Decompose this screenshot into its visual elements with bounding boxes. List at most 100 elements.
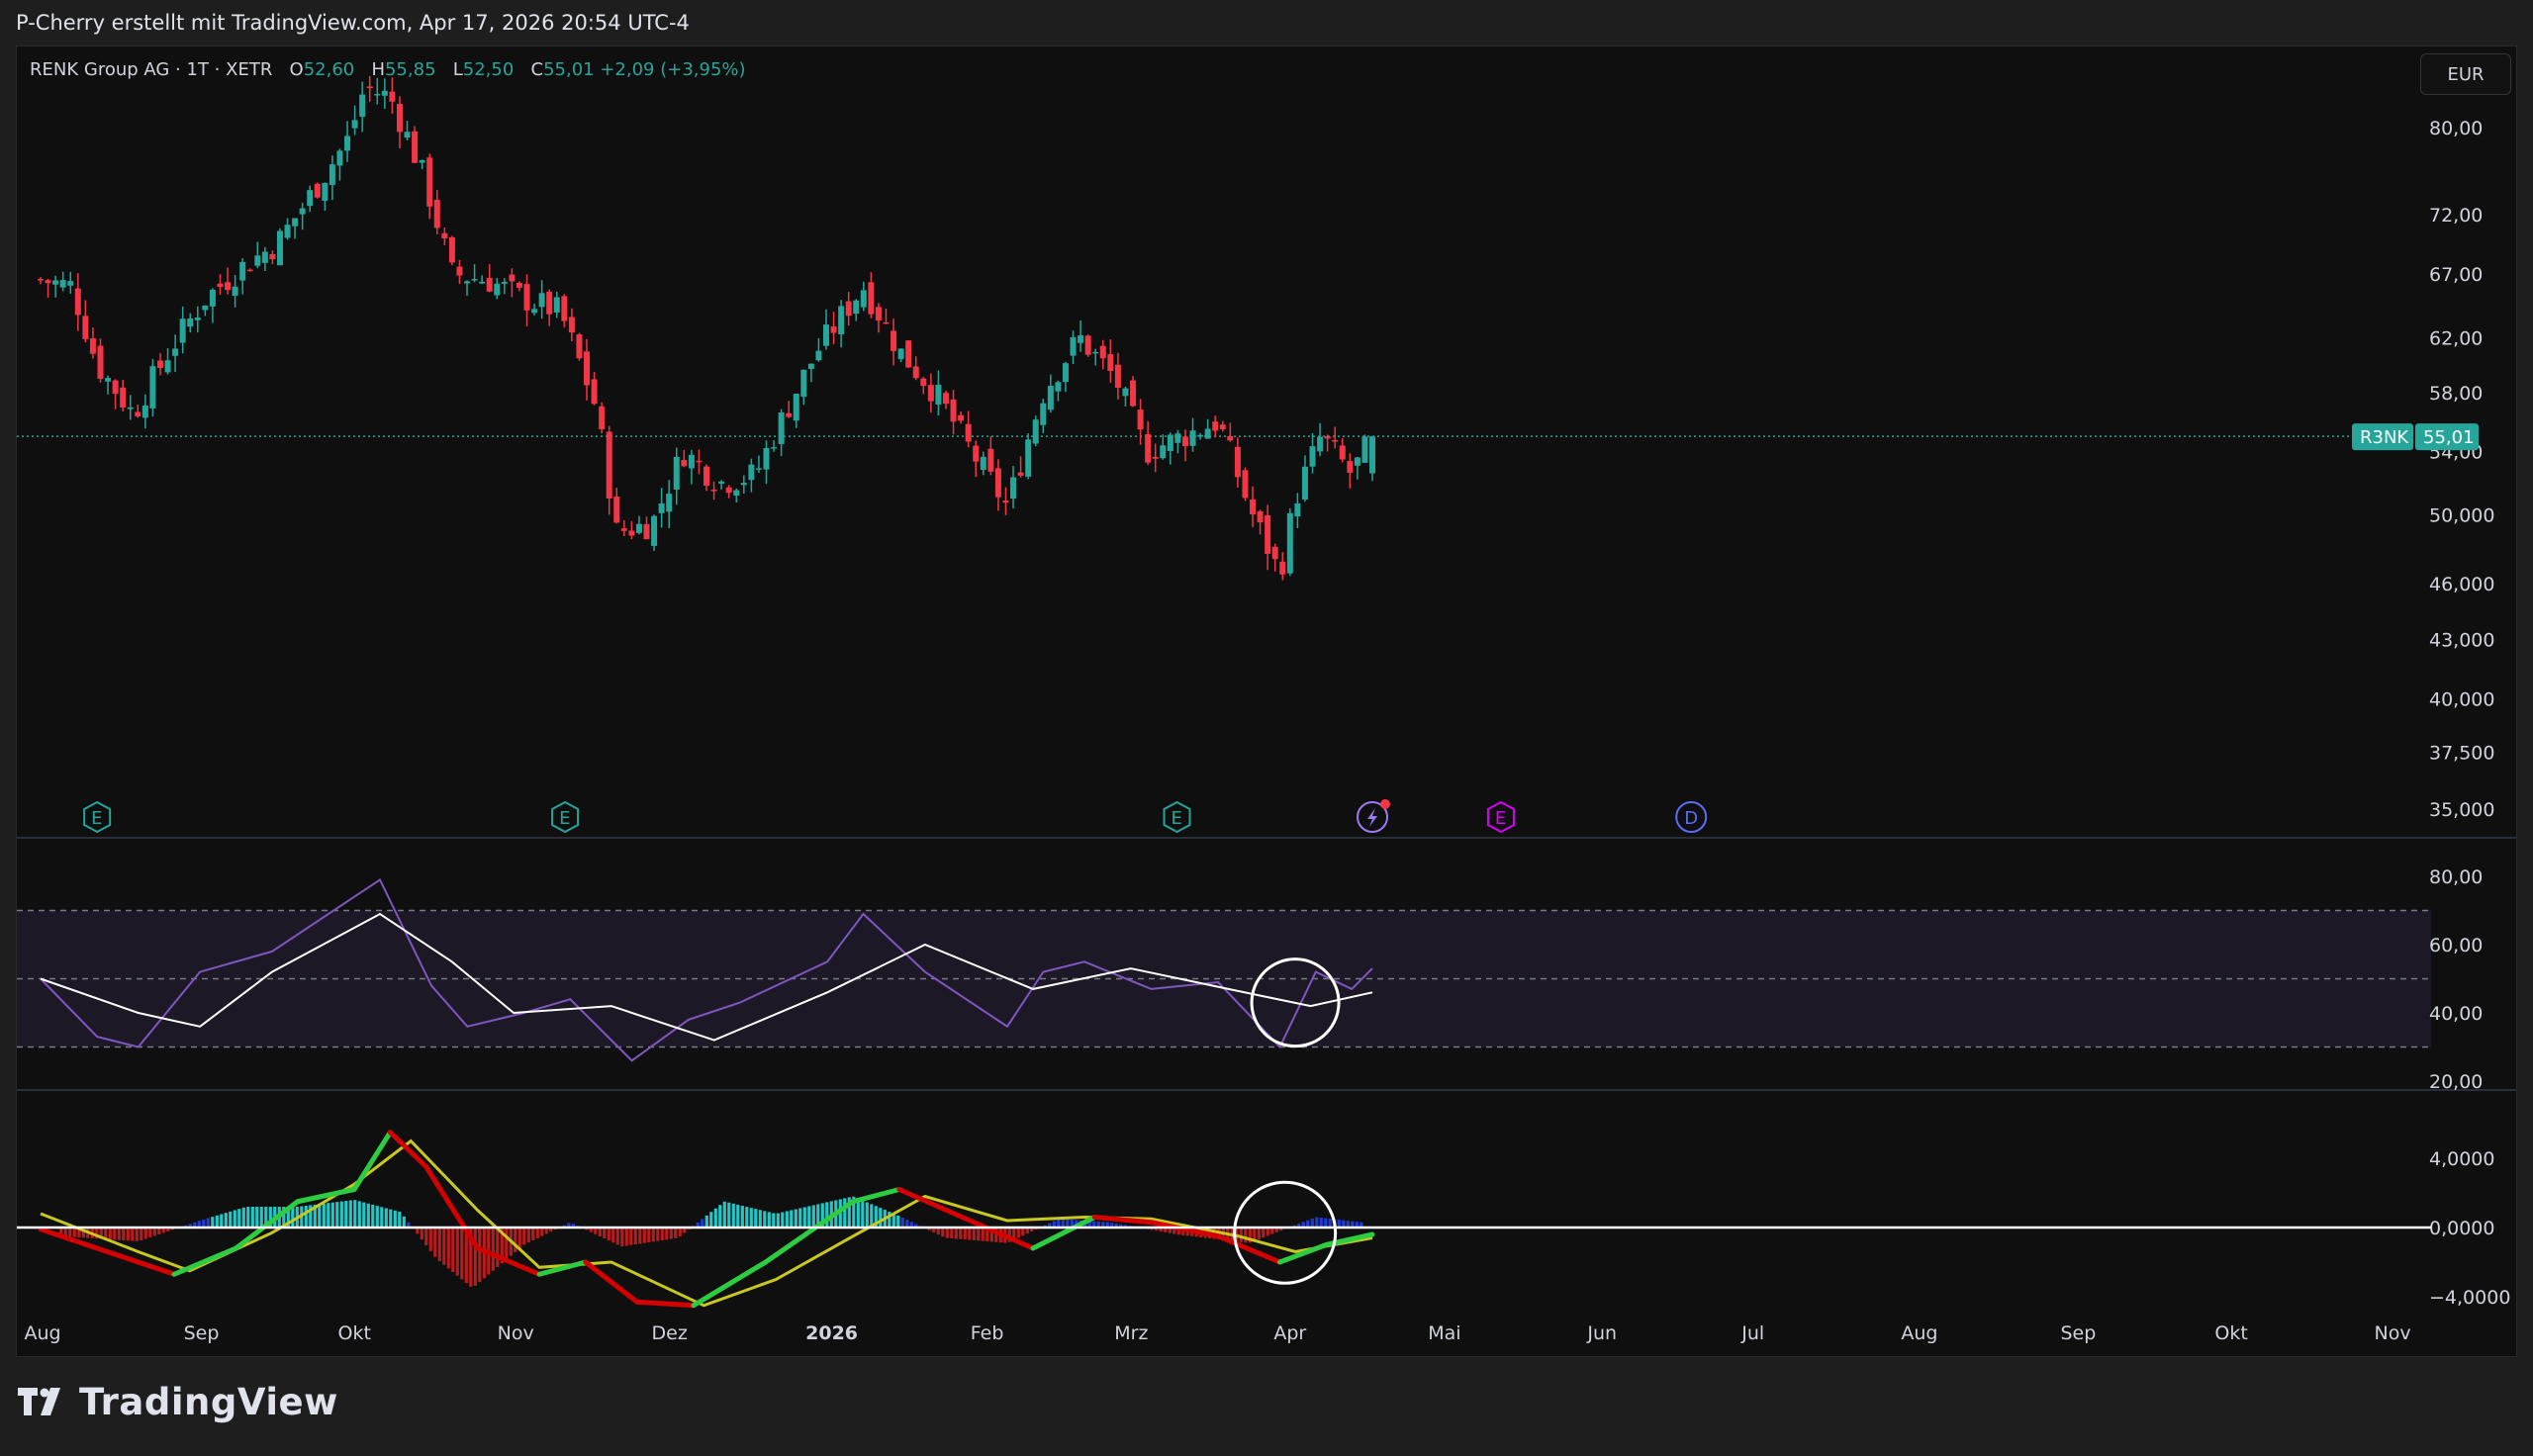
ticker-badge <box>2352 423 2413 451</box>
candle-body <box>217 283 224 288</box>
macd-signal-line <box>40 1138 1373 1308</box>
candle-body <box>912 366 919 379</box>
candle-body <box>1002 500 1009 503</box>
macd-histogram-bar <box>1168 1228 1172 1233</box>
tradingview-wordmark: TradingView <box>79 1381 338 1423</box>
macd-histogram-bar <box>847 1197 851 1228</box>
macd-line <box>351 1130 393 1192</box>
candle-body <box>225 282 232 291</box>
macd-histogram-bar <box>888 1211 891 1228</box>
macd-histogram-bar <box>1351 1221 1355 1228</box>
candle-body <box>1070 336 1077 356</box>
candle-body <box>254 255 261 266</box>
legend-symbol: RENK Group AG · 1T · XETR <box>30 59 273 80</box>
macd-histogram-bar <box>825 1202 829 1228</box>
candle-body <box>1250 499 1257 515</box>
candle-body <box>1219 424 1226 430</box>
macd-histogram-bar <box>464 1228 468 1284</box>
macd-histogram-bar <box>972 1228 976 1240</box>
macd-histogram-bar <box>380 1207 384 1228</box>
earnings-marker <box>1163 800 1191 834</box>
candle-body <box>1189 430 1196 446</box>
macd-histogram-bar <box>460 1228 464 1280</box>
candle-body <box>486 277 493 292</box>
macd-histogram-bar <box>246 1207 250 1228</box>
macd-histogram-bar <box>852 1196 856 1228</box>
candle-body <box>456 266 463 276</box>
currency-button[interactable]: EUR <box>2420 53 2511 95</box>
macd-histogram-bar <box>1176 1228 1180 1235</box>
candle-body <box>1167 434 1173 451</box>
candle-body <box>299 208 306 215</box>
macd-histogram-bar <box>1066 1219 1070 1228</box>
macd-histogram-bar <box>785 1211 789 1228</box>
macd-histogram-bar <box>335 1202 339 1228</box>
macd-histogram-bar <box>304 1205 308 1228</box>
macd-line <box>38 1227 116 1256</box>
macd-histogram-bar <box>1360 1222 1363 1228</box>
macd-histogram-bar <box>731 1203 735 1228</box>
candle-body <box>82 316 89 339</box>
macd-histogram-bar <box>286 1207 290 1228</box>
candle-body <box>471 278 478 281</box>
macd-histogram-bar <box>143 1228 147 1239</box>
chart-frame[interactable]: 80,00 72,00 67,00 62,00 58,00 54,00 50,000 46,0… <box>16 46 2517 1357</box>
macd-histogram-bar <box>722 1201 726 1228</box>
macd-histogram-bar <box>674 1228 678 1238</box>
macd-histogram-bar <box>656 1228 660 1241</box>
macd-histogram-bar <box>496 1228 500 1267</box>
candle-body <box>800 369 807 398</box>
earnings-marker-label: E <box>1495 808 1506 829</box>
macd-histogram-bar <box>353 1200 357 1228</box>
candle-body <box>187 318 194 327</box>
candle-body <box>651 515 658 546</box>
macd-histogram-bar <box>1306 1220 1310 1228</box>
macd-histogram-bar <box>549 1228 553 1232</box>
candle-body <box>202 305 209 311</box>
candle-body <box>1032 419 1039 444</box>
candle-body <box>763 447 770 470</box>
candle-body <box>374 94 381 96</box>
macd-histogram-bar <box>954 1228 958 1239</box>
candle-body <box>448 236 455 263</box>
candle-body <box>935 385 942 405</box>
macd-histogram-bar <box>540 1228 544 1236</box>
macd-histogram-bar <box>713 1208 717 1228</box>
macd-histogram-bar <box>865 1202 869 1228</box>
chart-canvas[interactable]: 80,0072,0067,0062,0058,0054,0050,00046,0… <box>17 46 2516 1356</box>
lightning-icon <box>1367 808 1378 827</box>
candle-body <box>156 360 163 369</box>
macd-histogram-bar <box>794 1209 797 1228</box>
time-axis-tick: Aug <box>1901 1322 1937 1344</box>
macd-histogram-bar <box>811 1205 815 1228</box>
macd-histogram-bar <box>642 1228 646 1243</box>
macd-histogram-bar <box>402 1216 406 1228</box>
candle-body <box>292 218 299 227</box>
macd-histogram-bar <box>936 1228 940 1235</box>
macd-histogram-bar <box>598 1228 602 1236</box>
price-axis-tick: 50,000 <box>2429 505 2494 527</box>
macd-histogram-bar <box>900 1218 904 1228</box>
macd-axis-tick: 0,0000 <box>2429 1218 2494 1239</box>
candle-body <box>815 350 822 361</box>
macd-histogram-bar <box>1048 1223 1052 1228</box>
macd-histogram-bar <box>193 1222 197 1228</box>
macd-histogram-bar <box>589 1228 593 1232</box>
candle-body <box>396 103 403 133</box>
candle-body <box>920 378 927 387</box>
macd-histogram-bar <box>1297 1224 1301 1228</box>
macd-histogram-bar <box>291 1207 295 1228</box>
candle-body <box>591 379 598 405</box>
candle-body <box>389 91 396 102</box>
macd-histogram-bar <box>585 1228 589 1230</box>
candle-body <box>658 503 665 513</box>
macd-histogram-bar <box>1110 1223 1114 1228</box>
candle-body <box>740 483 747 486</box>
macd-histogram-bar <box>1087 1221 1091 1228</box>
earnings-marker-label: E <box>91 808 102 829</box>
macd-histogram-bar <box>104 1228 108 1239</box>
time-axis-tick: Mai <box>1428 1322 1460 1344</box>
legend-low: 52,50 <box>462 59 515 80</box>
macd-histogram-bar <box>282 1207 286 1228</box>
macd-histogram-bar <box>843 1198 847 1228</box>
